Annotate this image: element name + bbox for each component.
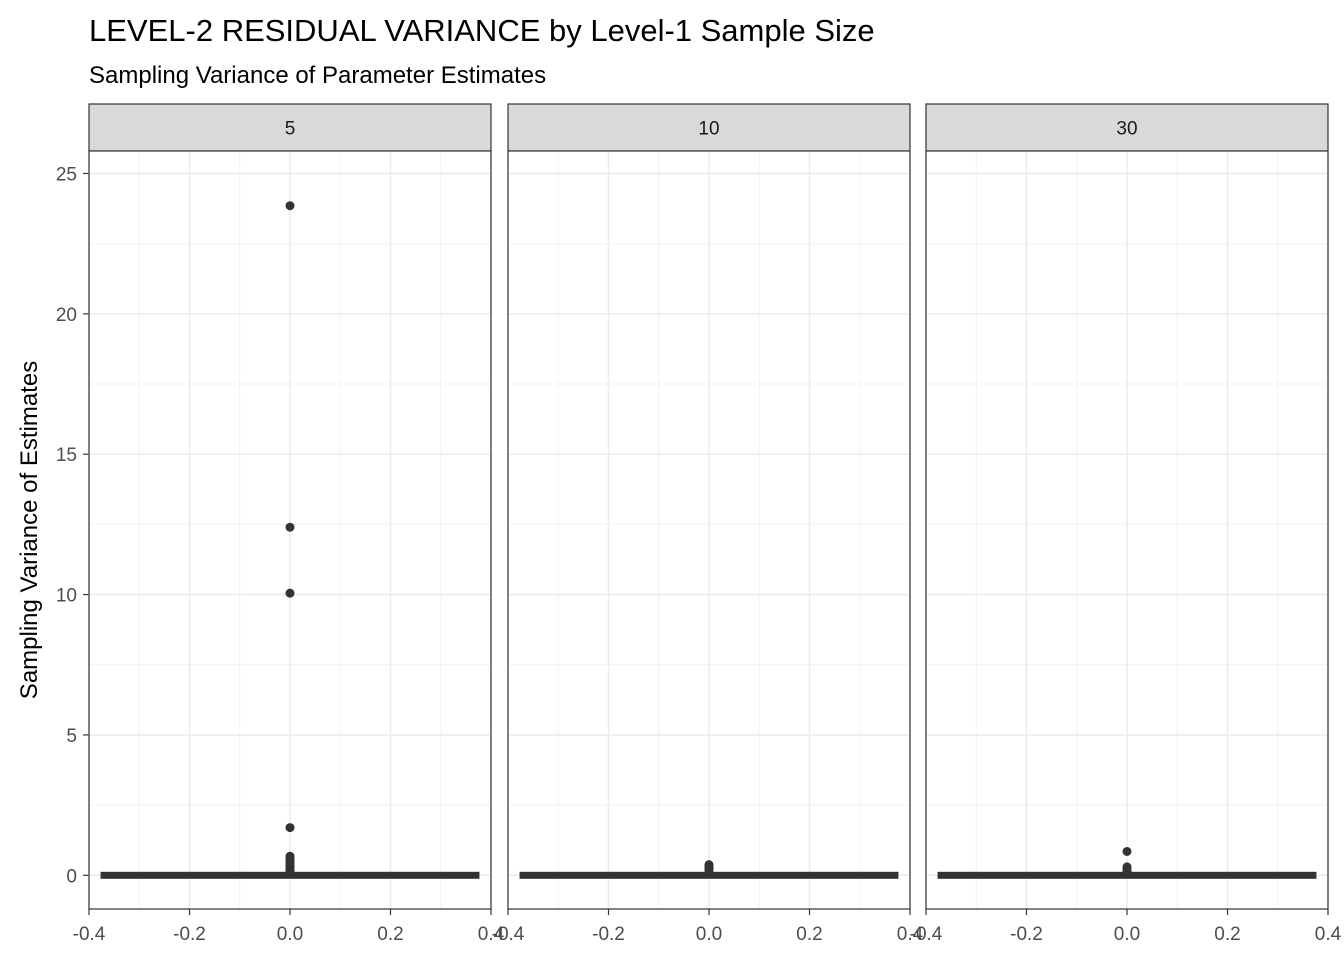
y-tick-label: 5 (66, 726, 77, 747)
facet-panel: 10 -0.4 -0.2 0.0 0.2 0.4 (492, 103, 924, 945)
x-tick-label: 0.4 (897, 924, 924, 945)
chart-subtitle: Sampling Variance of Parameter Estimates (89, 62, 546, 89)
strip-background (925, 103, 1329, 152)
y-tick-label: 0 (66, 866, 77, 887)
x-tick-label: 0.0 (696, 924, 722, 945)
x-tick-label: 0.2 (377, 924, 403, 945)
x-tick-label: -0.4 (492, 924, 525, 945)
y-axis: 0 5 10 15 20 25 (56, 164, 89, 887)
y-tick-label: 20 (56, 305, 77, 326)
outlier-point (285, 522, 295, 532)
outlier-point (704, 867, 714, 877)
x-tick-label: 0.0 (1114, 924, 1140, 945)
outlier-point (285, 588, 295, 598)
x-tick-label: 0.2 (796, 924, 822, 945)
y-tick-label: 10 (56, 586, 77, 607)
facet-panels: 0 5 10 15 20 25 5 -0.4 -0.2 0.0 0.2 0.4 10 -0.4 -0.2 0.… (56, 103, 1342, 945)
outlier-point (285, 201, 295, 211)
chart-title: LEVEL-2 RESIDUAL VARIANCE by Level-1 Sam… (89, 13, 875, 48)
x-tick-label: -0.4 (73, 924, 106, 945)
outlier-point (285, 867, 295, 877)
x-tick-label: 0.0 (277, 924, 303, 945)
strip-label: 10 (698, 119, 719, 140)
x-tick-label: -0.2 (592, 924, 625, 945)
outlier-point (1122, 846, 1132, 856)
x-tick-label: 0.2 (1214, 924, 1240, 945)
x-tick-label: -0.2 (173, 924, 206, 945)
strip-label: 30 (1116, 119, 1137, 140)
y-tick-label: 15 (56, 445, 77, 466)
facet-panel: 5 -0.4 -0.2 0.0 0.2 0.4 (73, 103, 505, 945)
y-tick-label: 25 (56, 164, 77, 185)
x-tick-label: 0.4 (1315, 924, 1342, 945)
x-tick-label: -0.2 (1010, 924, 1043, 945)
strip-background (507, 103, 911, 152)
outlier-point (285, 823, 295, 833)
y-axis-title: Sampling Variance of Estimates (16, 361, 43, 699)
x-tick-label: -0.4 (910, 924, 943, 945)
facet-panel: 30 -0.4 -0.2 0.0 0.2 0.4 (910, 103, 1342, 945)
x-tick-label: 0.4 (478, 924, 505, 945)
outlier-point (1122, 867, 1132, 877)
strip-label: 5 (285, 119, 296, 140)
